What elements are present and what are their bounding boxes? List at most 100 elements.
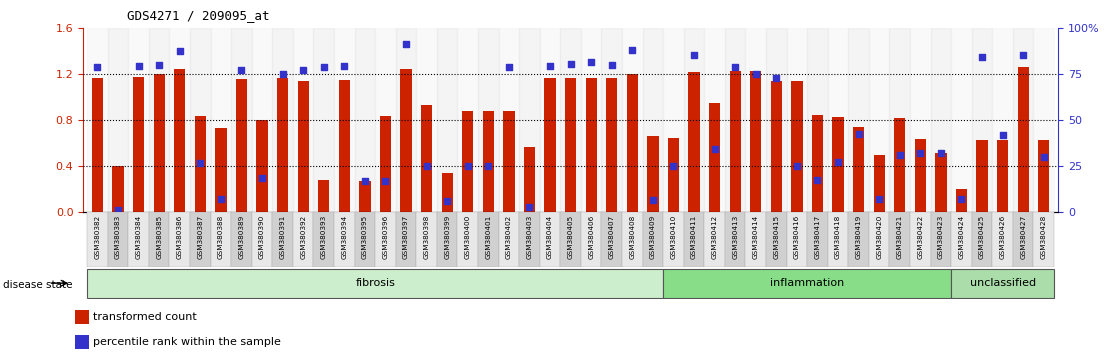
Point <box>192 160 209 166</box>
Text: GSM380417: GSM380417 <box>814 215 820 259</box>
Point <box>295 67 312 73</box>
Text: GSM380426: GSM380426 <box>999 215 1006 259</box>
Bar <box>709 103 720 212</box>
Bar <box>832 117 843 212</box>
Bar <box>252 28 273 212</box>
Bar <box>314 28 334 212</box>
Bar <box>951 28 972 212</box>
Text: GDS4271 / 209095_at: GDS4271 / 209095_at <box>127 9 270 22</box>
Bar <box>931 28 951 212</box>
Bar <box>421 105 432 212</box>
Bar <box>540 212 561 267</box>
Bar <box>828 212 849 267</box>
Bar <box>910 212 931 267</box>
Bar <box>236 79 247 212</box>
Text: disease state: disease state <box>3 280 73 290</box>
Point <box>850 131 868 137</box>
Text: GSM380410: GSM380410 <box>670 215 677 259</box>
Bar <box>524 147 535 212</box>
Bar <box>195 116 206 212</box>
Point <box>912 150 930 155</box>
Bar <box>910 28 931 212</box>
Bar <box>684 212 705 267</box>
Text: GSM380388: GSM380388 <box>218 215 224 259</box>
Bar <box>849 212 869 267</box>
Point <box>603 62 620 68</box>
Point <box>644 197 661 202</box>
Bar <box>107 212 129 267</box>
Bar <box>170 28 191 212</box>
Point <box>994 132 1012 138</box>
Text: GSM380398: GSM380398 <box>423 215 430 259</box>
Bar <box>211 28 232 212</box>
Bar <box>148 28 170 212</box>
Bar <box>622 28 643 212</box>
Text: GSM380412: GSM380412 <box>711 215 718 259</box>
Bar <box>112 166 124 212</box>
Bar <box>107 28 129 212</box>
Text: GSM380402: GSM380402 <box>506 215 512 259</box>
Bar <box>561 212 581 267</box>
Bar <box>88 212 107 267</box>
Bar <box>935 153 946 212</box>
Text: GSM380419: GSM380419 <box>855 215 862 259</box>
Bar <box>211 212 232 267</box>
Point <box>768 75 786 81</box>
Bar <box>400 69 412 212</box>
Text: GSM380425: GSM380425 <box>979 215 985 259</box>
Bar <box>1034 28 1054 212</box>
Text: GSM380394: GSM380394 <box>341 215 347 259</box>
Bar <box>458 28 478 212</box>
Point <box>562 61 579 67</box>
Bar <box>277 78 288 212</box>
Bar <box>252 212 273 267</box>
Bar <box>540 28 561 212</box>
Bar <box>956 189 967 212</box>
Text: GSM380414: GSM380414 <box>752 215 759 259</box>
Bar <box>993 28 1013 212</box>
Text: GSM380389: GSM380389 <box>238 215 245 259</box>
Bar <box>746 28 766 212</box>
Bar <box>828 28 849 212</box>
Point <box>89 64 106 70</box>
Bar <box>873 155 885 212</box>
Bar <box>766 28 787 212</box>
Bar <box>890 212 910 267</box>
Point <box>870 196 888 201</box>
Text: GSM380406: GSM380406 <box>588 215 594 259</box>
Text: GSM380399: GSM380399 <box>444 215 450 259</box>
Bar <box>750 71 761 212</box>
Bar <box>293 28 314 212</box>
Bar <box>684 28 705 212</box>
Text: percentile rank within the sample: percentile rank within the sample <box>93 337 281 347</box>
Bar <box>298 81 309 212</box>
Point <box>521 204 538 210</box>
Bar <box>766 212 787 267</box>
Text: GSM380408: GSM380408 <box>629 215 635 259</box>
Bar <box>915 139 926 212</box>
Text: GSM380413: GSM380413 <box>732 215 738 259</box>
Point <box>110 207 127 213</box>
Bar <box>499 28 520 212</box>
Text: GSM380383: GSM380383 <box>115 215 121 259</box>
Point <box>747 72 765 77</box>
Bar <box>437 28 458 212</box>
Point <box>397 42 414 47</box>
Point <box>727 64 745 70</box>
Point <box>932 150 950 155</box>
Bar <box>380 116 391 212</box>
Point <box>953 196 971 201</box>
Bar <box>318 180 329 212</box>
Point <box>274 72 291 77</box>
Bar <box>417 212 437 267</box>
Bar <box>232 212 252 267</box>
Bar <box>88 28 107 212</box>
Bar <box>1017 67 1029 212</box>
Bar <box>359 181 370 212</box>
Bar <box>972 212 993 267</box>
Bar <box>668 138 679 212</box>
Bar <box>75 310 89 324</box>
Point <box>706 146 724 152</box>
Bar <box>293 212 314 267</box>
Text: transformed count: transformed count <box>93 312 197 322</box>
